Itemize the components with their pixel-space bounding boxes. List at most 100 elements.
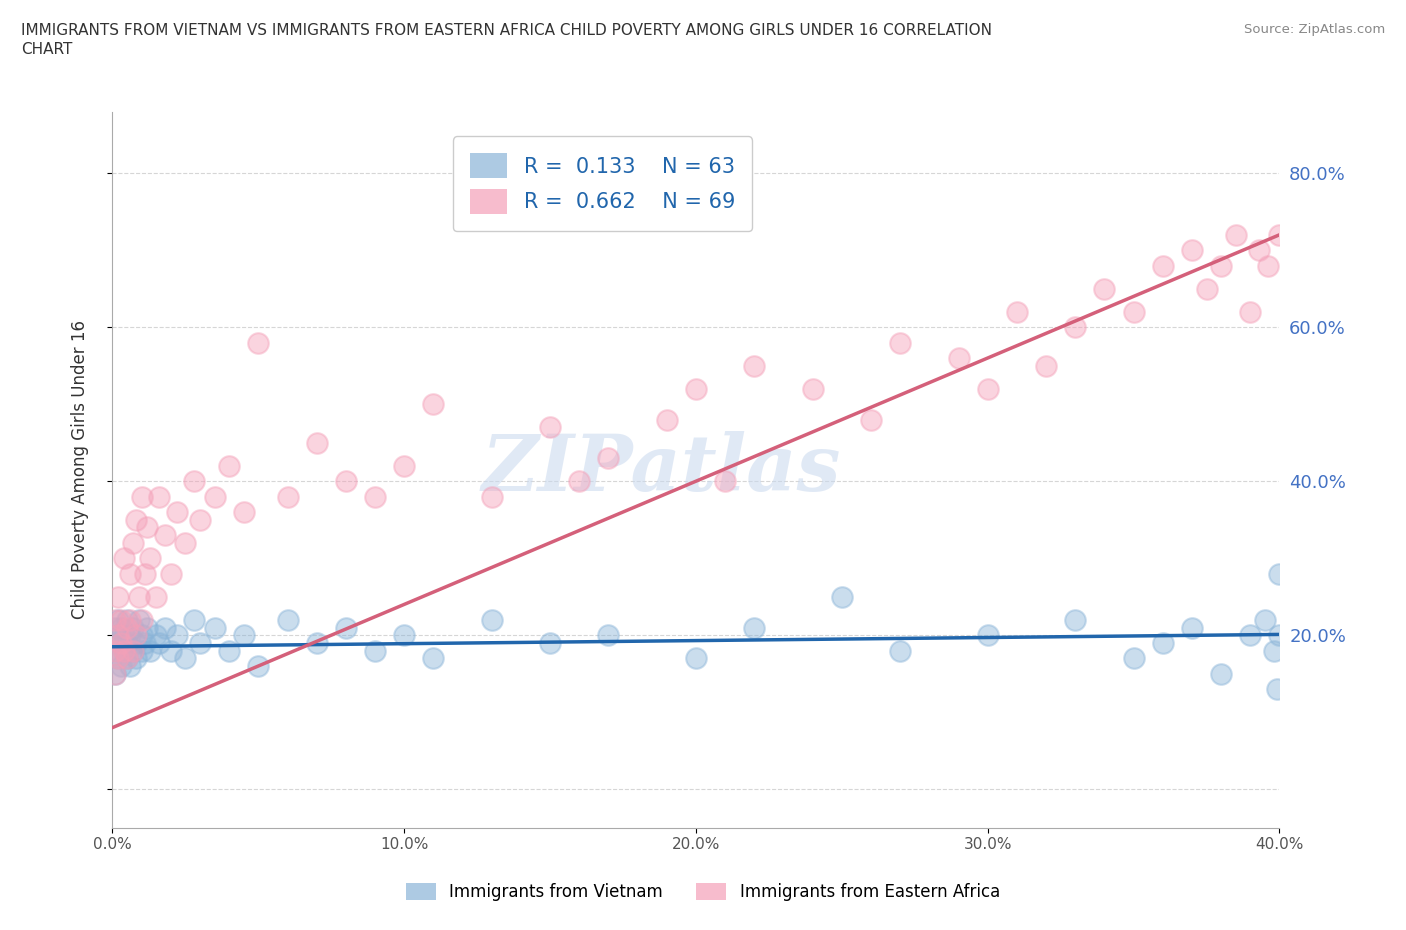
Point	[131, 644, 153, 658]
Point	[145, 628, 167, 643]
Point	[174, 651, 197, 666]
Point	[1239, 304, 1261, 319]
Point	[1268, 628, 1291, 643]
Point	[125, 635, 148, 650]
Point	[160, 644, 183, 658]
Point	[742, 620, 765, 635]
Point	[115, 620, 138, 635]
Point	[1181, 620, 1204, 635]
Point	[145, 590, 167, 604]
Point	[801, 381, 824, 396]
Point	[115, 635, 138, 650]
Point	[204, 620, 226, 635]
Point	[115, 651, 138, 666]
Point	[131, 489, 153, 504]
Point	[364, 644, 387, 658]
Point	[153, 527, 176, 542]
Point	[112, 644, 135, 658]
Point	[1265, 682, 1288, 697]
Point	[685, 381, 707, 396]
Point	[110, 620, 132, 635]
Point	[134, 635, 156, 650]
Text: CHART: CHART	[21, 42, 73, 57]
Point	[131, 628, 153, 643]
Point	[305, 435, 328, 450]
Point	[247, 658, 270, 673]
Point	[204, 489, 226, 504]
Legend: Immigrants from Vietnam, Immigrants from Eastern Africa: Immigrants from Vietnam, Immigrants from…	[399, 876, 1007, 908]
Point	[125, 628, 148, 643]
Point	[112, 551, 135, 565]
Point	[1195, 281, 1218, 296]
Point	[118, 628, 141, 643]
Point	[104, 666, 127, 681]
Point	[1035, 358, 1057, 373]
Point	[118, 612, 141, 627]
Point	[1152, 259, 1174, 273]
Point	[481, 489, 503, 504]
Point	[335, 620, 357, 635]
Point	[1209, 259, 1232, 273]
Point	[110, 658, 132, 673]
Legend: R =  0.133    N = 63, R =  0.662    N = 69: R = 0.133 N = 63, R = 0.662 N = 69	[453, 137, 752, 231]
Text: IMMIGRANTS FROM VIETNAM VS IMMIGRANTS FROM EASTERN AFRICA CHILD POVERTY AMONG GI: IMMIGRANTS FROM VIETNAM VS IMMIGRANTS FR…	[21, 23, 993, 38]
Point	[136, 620, 159, 635]
Point	[218, 644, 240, 658]
Point	[1005, 304, 1028, 319]
Point	[394, 628, 416, 643]
Point	[153, 620, 176, 635]
Point	[115, 612, 138, 627]
Point	[107, 612, 129, 627]
Point	[655, 412, 678, 427]
Point	[422, 651, 444, 666]
Point	[232, 505, 254, 520]
Point	[125, 651, 148, 666]
Point	[148, 489, 170, 504]
Point	[598, 451, 620, 466]
Point	[104, 620, 127, 635]
Point	[115, 651, 138, 666]
Point	[276, 489, 298, 504]
Point	[1122, 651, 1144, 666]
Point	[976, 381, 998, 396]
Point	[714, 473, 737, 488]
Point	[122, 644, 145, 658]
Point	[364, 489, 387, 504]
Point	[107, 590, 129, 604]
Point	[112, 644, 135, 658]
Point	[305, 635, 328, 650]
Point	[107, 651, 129, 666]
Text: Source: ZipAtlas.com: Source: ZipAtlas.com	[1244, 23, 1385, 36]
Point	[160, 566, 183, 581]
Point	[125, 512, 148, 527]
Point	[1268, 227, 1291, 242]
Point	[1064, 320, 1087, 335]
Point	[538, 419, 561, 434]
Point	[685, 651, 707, 666]
Point	[394, 458, 416, 473]
Point	[122, 536, 145, 551]
Point	[1064, 612, 1087, 627]
Point	[134, 566, 156, 581]
Point	[118, 566, 141, 581]
Point	[183, 473, 205, 488]
Point	[107, 628, 129, 643]
Point	[148, 635, 170, 650]
Point	[131, 612, 153, 627]
Point	[481, 612, 503, 627]
Point	[232, 628, 254, 643]
Point	[860, 412, 883, 427]
Point	[118, 658, 141, 673]
Point	[128, 590, 150, 604]
Point	[104, 644, 127, 658]
Point	[218, 458, 240, 473]
Point	[889, 335, 911, 350]
Point	[139, 644, 162, 658]
Point	[1094, 281, 1116, 296]
Point	[538, 635, 561, 650]
Point	[188, 512, 211, 527]
Point	[889, 644, 911, 658]
Point	[276, 612, 298, 627]
Point	[1152, 635, 1174, 650]
Point	[976, 628, 998, 643]
